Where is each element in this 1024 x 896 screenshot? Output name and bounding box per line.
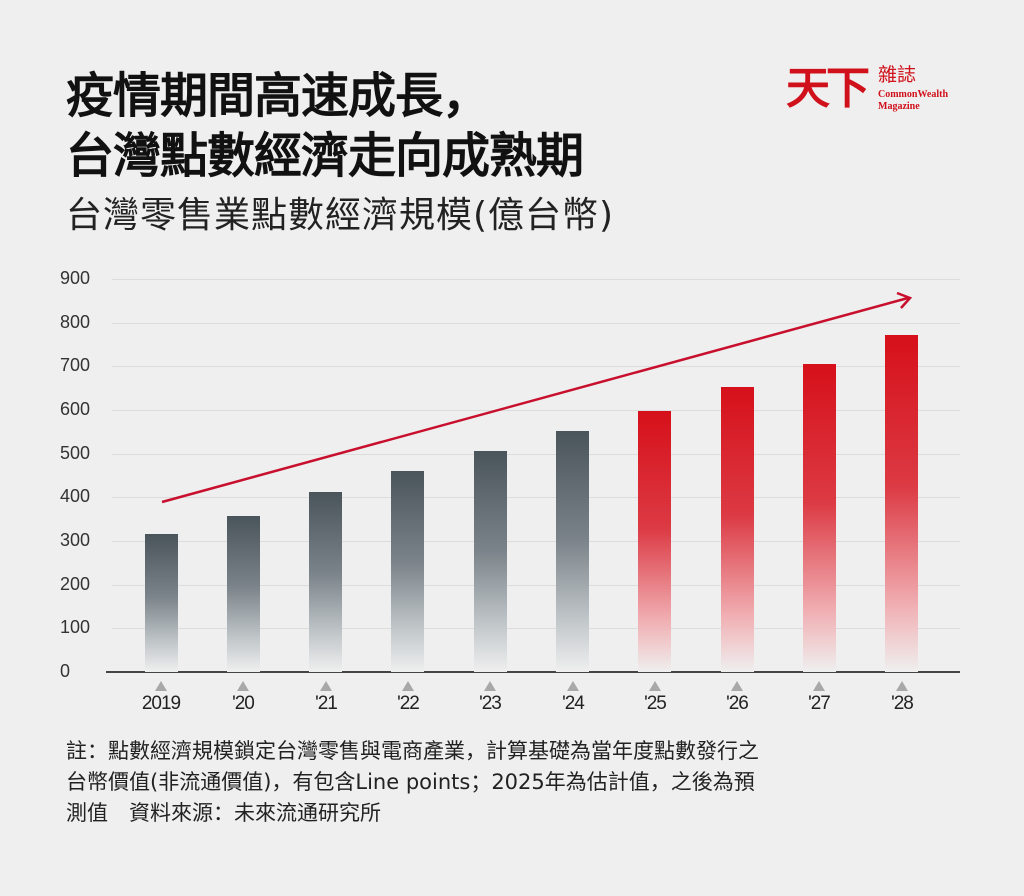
- tick-triangle-icon: [731, 681, 743, 691]
- x-axis-line: [106, 671, 960, 673]
- bar-25: [638, 411, 671, 672]
- x-tick-label: '24: [562, 693, 585, 714]
- bar-20: [227, 516, 260, 672]
- bar-24: [556, 431, 589, 672]
- bar-2019: [145, 534, 178, 672]
- footnote-line-3: 測值 資料來源：未來流通研究所: [66, 801, 381, 825]
- tick-triangle-icon: [237, 681, 249, 691]
- gridline: [112, 454, 960, 455]
- y-tick-label: 100: [60, 617, 91, 637]
- logo-en: CommonWealth Magazine: [878, 89, 948, 113]
- gridline: [112, 497, 960, 498]
- x-tick-label: '22: [397, 693, 420, 714]
- bar-28: [885, 335, 918, 672]
- tick-triangle-icon: [320, 681, 332, 691]
- tick-triangle-icon: [567, 681, 579, 691]
- tick-triangle-icon: [649, 681, 661, 691]
- x-tick-label: '23: [479, 693, 502, 714]
- y-tick-label: 900: [60, 268, 91, 288]
- y-tick-label: 700: [60, 355, 91, 375]
- gridline: [112, 323, 960, 324]
- footnote-line-2: 台幣價值(非流通價值)，有包含Line points；2025年為估計值，之後為…: [66, 770, 755, 794]
- title-line-1: 疫情期間高速成長，: [66, 68, 490, 124]
- gridline: [112, 366, 960, 367]
- x-tick-label: '26: [726, 693, 749, 714]
- y-tick-label: 500: [60, 443, 91, 463]
- y-tick-label: 300: [60, 530, 91, 550]
- logo-en-line1: CommonWealth: [878, 89, 948, 100]
- tick-triangle-icon: [402, 681, 414, 691]
- bar-22: [391, 471, 424, 672]
- footnote-line-1: 註：點數經濟規模鎖定台灣零售與電商產業，計算基礎為當年度點數發行之: [66, 739, 759, 763]
- bar-21: [309, 492, 342, 672]
- tick-triangle-icon: [896, 681, 908, 691]
- logo-zh: 雜誌: [878, 64, 917, 86]
- bar-23: [474, 451, 507, 672]
- x-tick-label: '25: [644, 693, 667, 714]
- gridline: [112, 279, 960, 280]
- logo-mark: 天下: [786, 63, 870, 114]
- tick-triangle-icon: [484, 681, 496, 691]
- gridline: [112, 541, 960, 542]
- y-tick-label: 400: [60, 486, 91, 506]
- tick-triangle-icon: [155, 681, 167, 691]
- gridline: [112, 628, 960, 629]
- gridline: [112, 585, 960, 586]
- bar-27: [803, 364, 836, 672]
- y-tick-label: 200: [60, 574, 91, 594]
- y-tick-label: 800: [60, 312, 91, 332]
- x-tick-label: 2019: [141, 693, 181, 714]
- page-title: 疫情期間高速成長， 台灣點數經濟走向成熟期: [66, 66, 584, 186]
- chart-subtitle: 台灣零售業點數經濟規模(億台幣): [66, 195, 615, 236]
- x-tick-label: '28: [891, 693, 914, 714]
- x-tick-label: '21: [315, 693, 338, 714]
- tick-triangle-icon: [813, 681, 825, 691]
- gridline: [112, 410, 960, 411]
- x-tick-label: '27: [808, 693, 831, 714]
- bar-26: [721, 387, 754, 672]
- footnote: 註：點數經濟規模鎖定台灣零售與電商產業，計算基礎為當年度點數發行之 台幣價值(非…: [66, 736, 966, 829]
- y-tick-label: 0: [60, 661, 71, 681]
- x-tick-label: '20: [232, 693, 255, 714]
- publisher-logo: 天下 雜誌 CommonWealth Magazine: [786, 62, 966, 122]
- logo-en-line2: Magazine: [878, 101, 920, 112]
- title-line-2: 台灣點數經濟走向成熟期: [66, 128, 584, 184]
- y-tick-label: 600: [60, 399, 91, 419]
